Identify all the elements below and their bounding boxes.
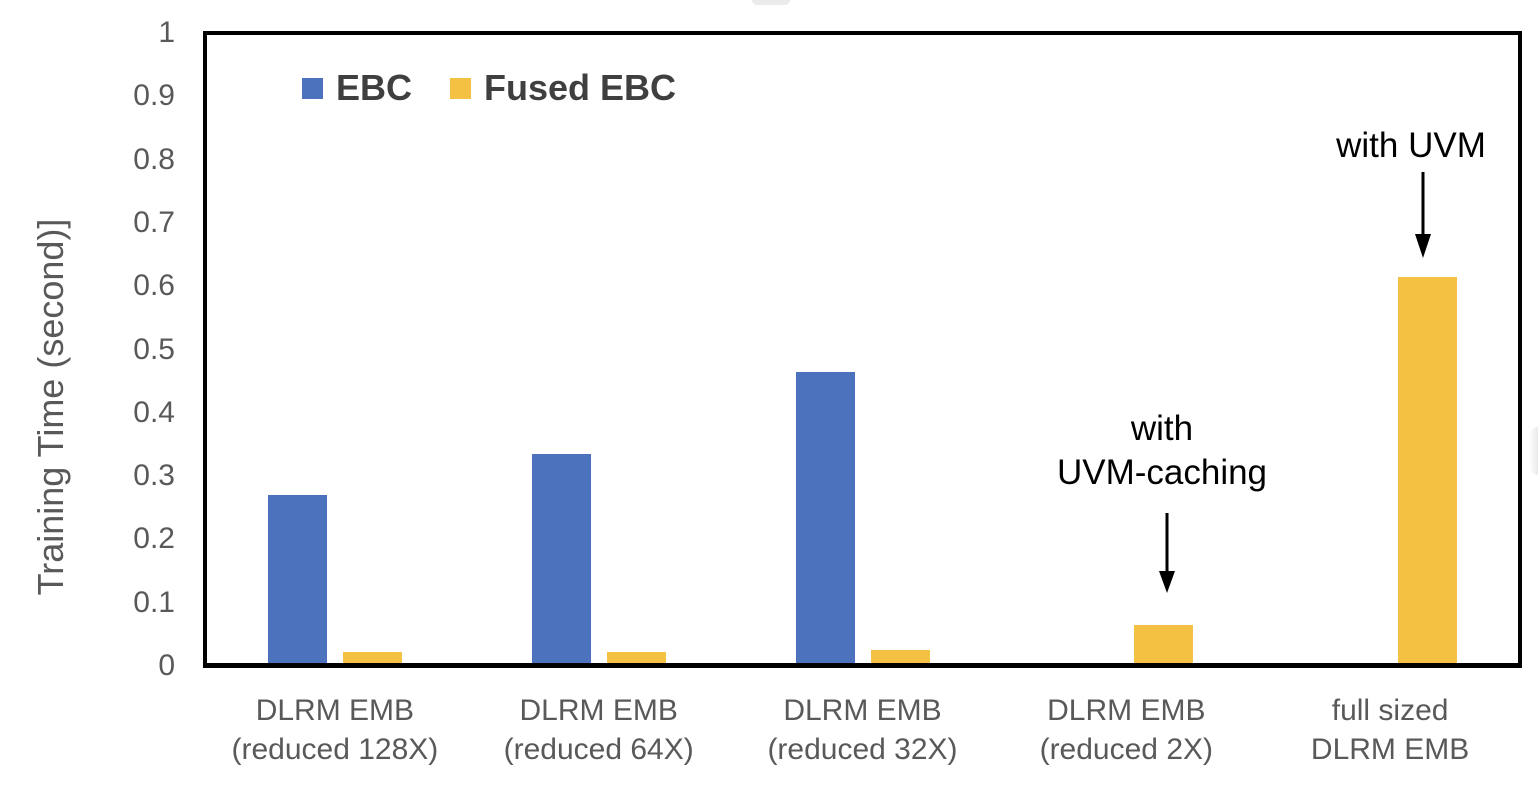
bar-ebc-0 bbox=[267, 495, 327, 663]
legend-swatch-ebc bbox=[302, 77, 323, 99]
bar-ebc-1 bbox=[531, 454, 591, 663]
legend-item-ebc: EBC bbox=[302, 66, 412, 110]
annotation-uvm-caching-arrow-icon bbox=[1159, 513, 1175, 593]
x-category-label-0: DLRM EMB (reduced 128X) bbox=[195, 691, 475, 769]
bar-fused-ebc-2 bbox=[870, 650, 930, 663]
x-category-label-0-line2: (reduced 128X) bbox=[231, 733, 439, 766]
bar-fused-ebc-3 bbox=[1134, 625, 1194, 663]
x-category-label-4: full sized DLRM EMB bbox=[1250, 691, 1530, 769]
legend-label-fused-ebc: Fused EBC bbox=[484, 67, 677, 108]
x-category-label-2-line1: DLRM EMB bbox=[783, 694, 942, 727]
bar-fused-ebc-1 bbox=[606, 652, 666, 663]
x-category-label-0-line1: DLRM EMB bbox=[255, 694, 415, 727]
x-category-label-1-line1: DLRM EMB bbox=[519, 694, 678, 727]
annotation-uvm-arrow-icon bbox=[1415, 172, 1431, 258]
y-tick-label-0.9: 0.9 bbox=[133, 79, 175, 113]
x-category-label-3: DLRM EMB (reduced 2X) bbox=[986, 691, 1266, 769]
legend-label-ebc: EBC bbox=[336, 67, 413, 108]
y-tick-label-0: 0 bbox=[158, 649, 175, 682]
x-category-label-2-line2: (reduced 32X) bbox=[767, 733, 958, 766]
x-category-label-4-line1: full sized bbox=[1331, 694, 1449, 727]
bar-fused-ebc-4 bbox=[1398, 277, 1458, 663]
x-category-label-1-line2: (reduced 64X) bbox=[503, 733, 694, 766]
right-edge-ui-artifact bbox=[1529, 427, 1538, 475]
y-tick-label-0.5: 0.5 bbox=[133, 332, 175, 366]
x-category-label-1: DLRM EMB (reduced 64X) bbox=[459, 691, 739, 769]
y-tick-label-0.6: 0.6 bbox=[133, 269, 175, 303]
annotation-uvm-caching-text: with UVM-caching bbox=[1002, 407, 1322, 495]
annotation-uvm-line1: with UVM bbox=[1336, 126, 1486, 165]
y-tick-label-0.8: 0.8 bbox=[133, 142, 175, 176]
y-tick-label-0.7: 0.7 bbox=[133, 205, 175, 239]
legend-swatch-fused-ebc bbox=[450, 77, 471, 99]
x-category-label-4-line2: DLRM EMB bbox=[1310, 733, 1470, 766]
y-axis-title: Training Time (second)] bbox=[30, 218, 71, 596]
annotation-uvm-caching-line1: with bbox=[1130, 409, 1194, 448]
annotation-uvm-caching-line2: UVM-caching bbox=[1056, 453, 1268, 492]
y-tick-label-1: 1 bbox=[158, 16, 175, 49]
plot-frame bbox=[203, 31, 1522, 668]
legend-item-fused-ebc: Fused EBC bbox=[450, 66, 676, 110]
top-edge-ui-artifact bbox=[752, 0, 790, 5]
y-tick-label-0.4: 0.4 bbox=[133, 395, 175, 429]
bar-ebc-2 bbox=[795, 372, 855, 663]
x-category-label-3-line1: DLRM EMB bbox=[1047, 694, 1206, 727]
y-tick-label-0.3: 0.3 bbox=[133, 459, 175, 493]
bar-fused-ebc-0 bbox=[342, 652, 402, 663]
y-tick-label-0.1: 0.1 bbox=[133, 585, 175, 619]
y-tick-label-0.2: 0.2 bbox=[133, 522, 175, 556]
x-category-label-3-line2: (reduced 2X) bbox=[1039, 733, 1214, 766]
x-category-label-2: DLRM EMB (reduced 32X) bbox=[723, 691, 1003, 769]
annotation-uvm-text: with UVM bbox=[1261, 124, 1538, 168]
